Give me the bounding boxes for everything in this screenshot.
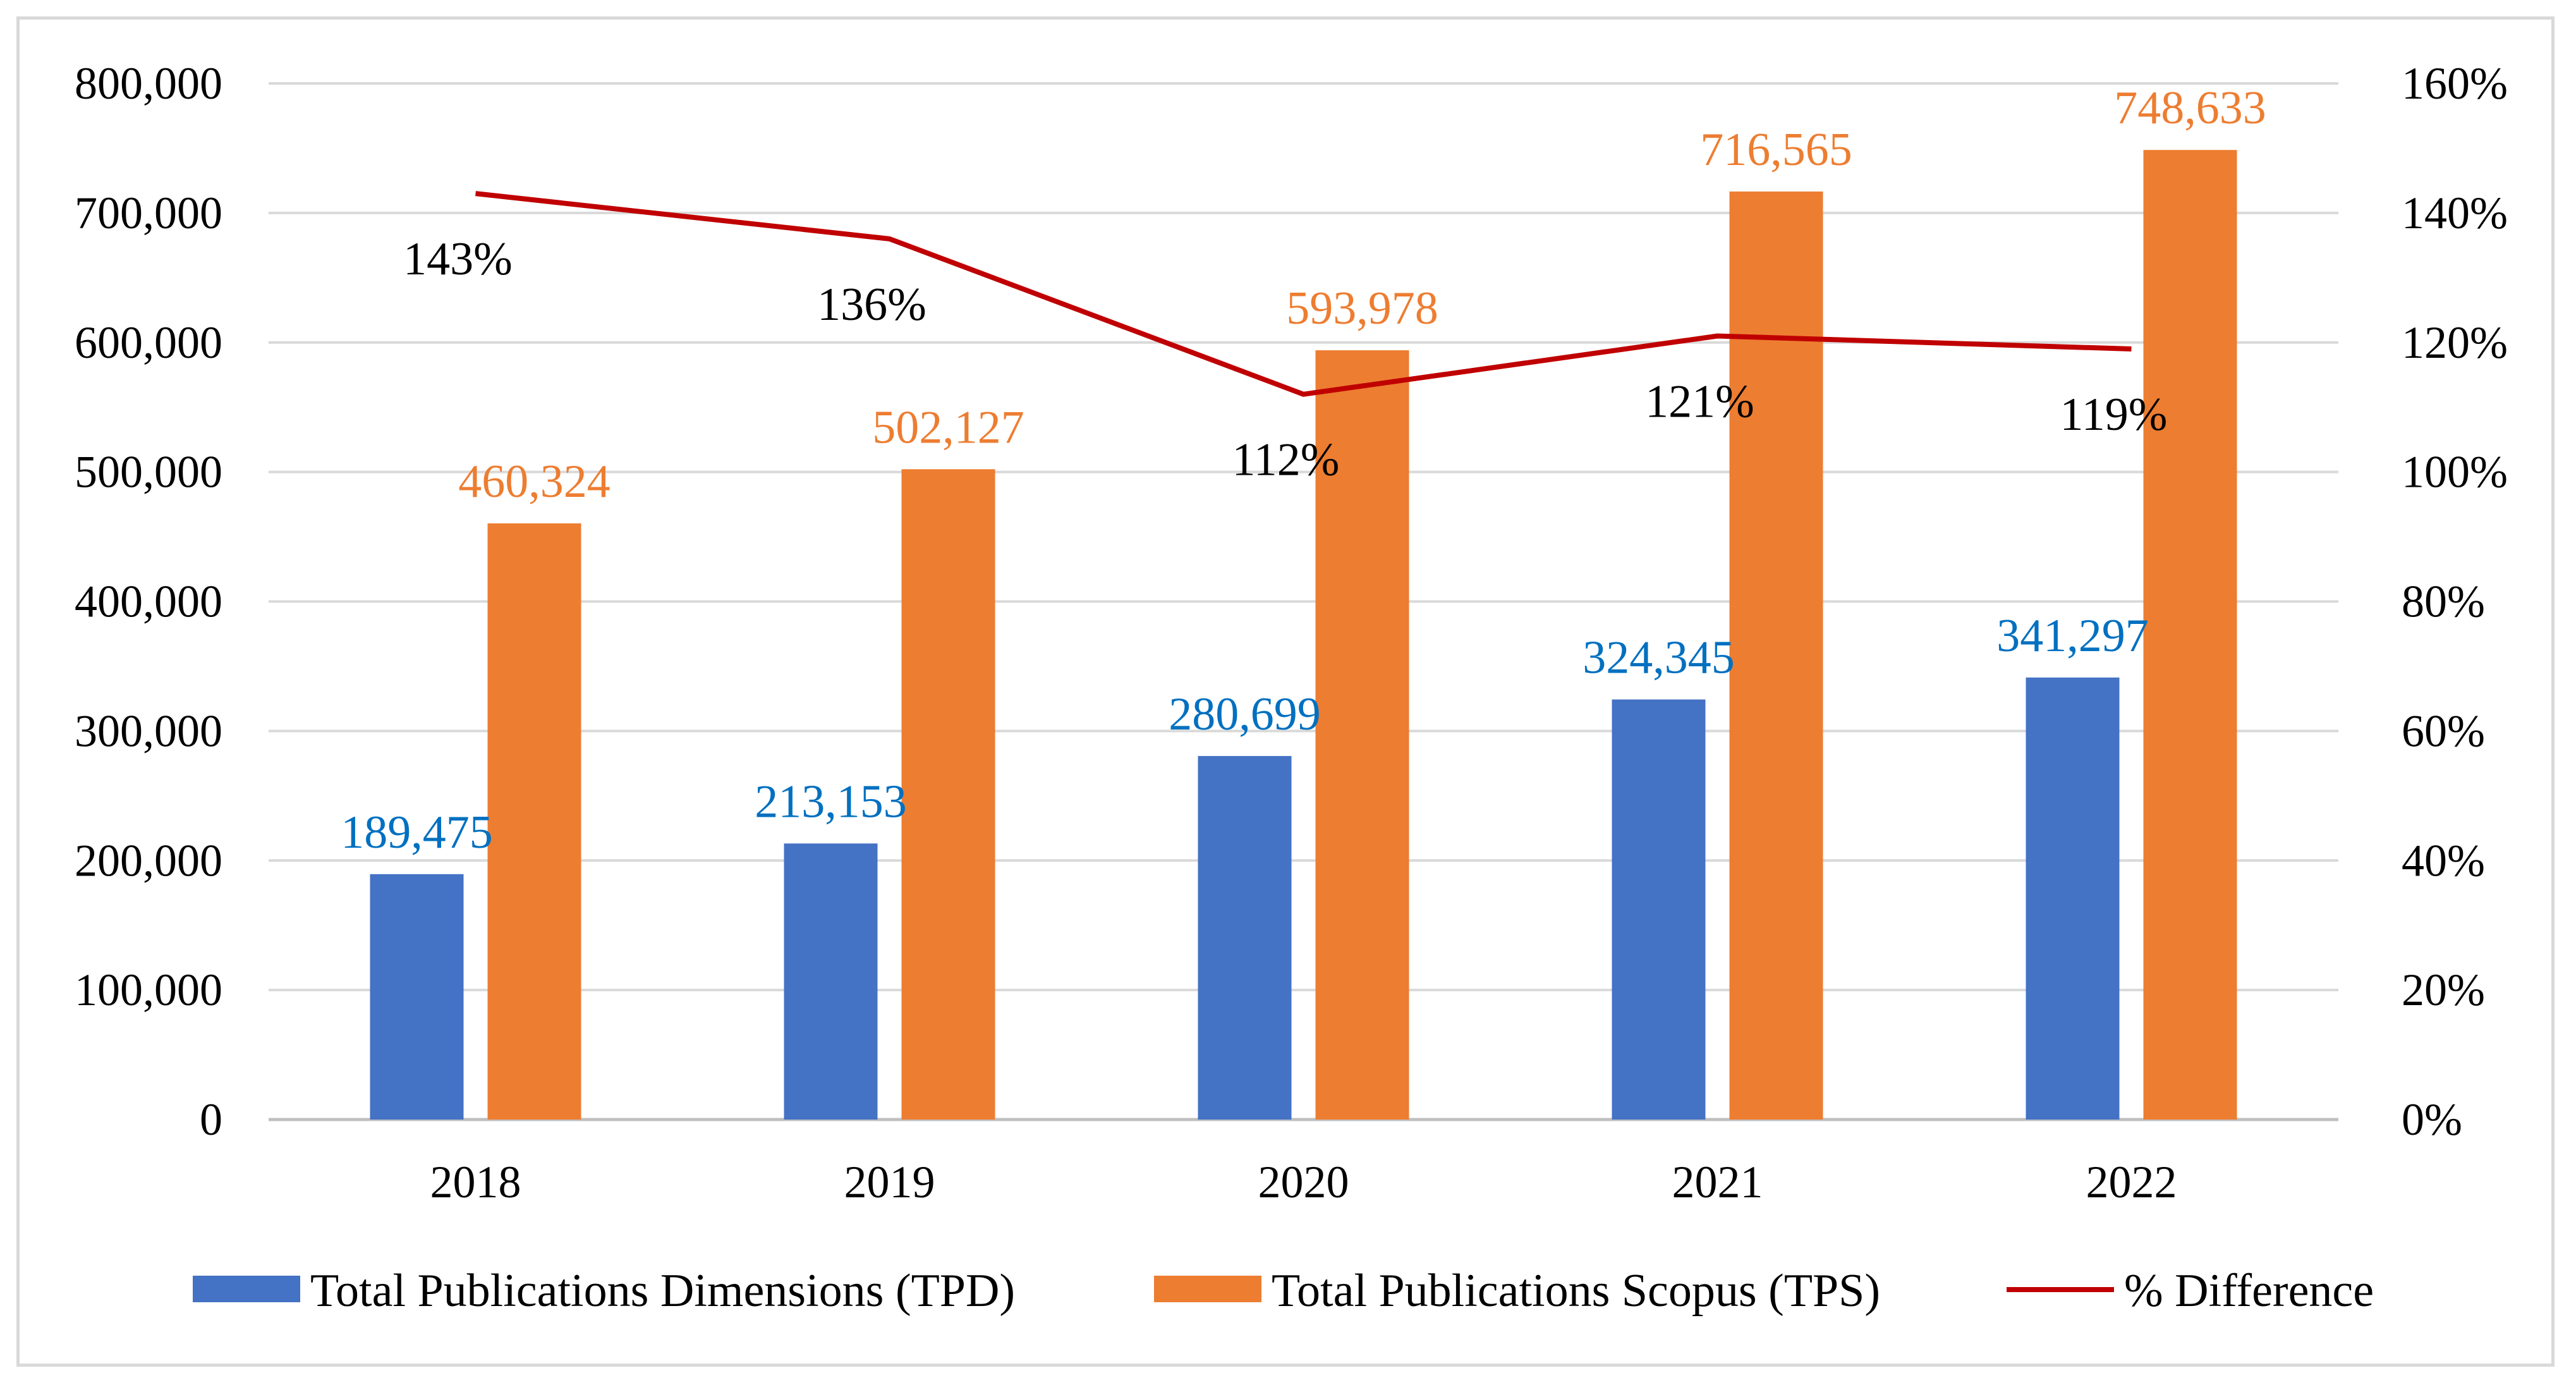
data-label-percent: 143% <box>403 233 513 285</box>
y-left-tick-label: 100,000 <box>75 965 222 1015</box>
chart-frame <box>16 16 2555 1367</box>
data-label-tps: 593,978 <box>1286 283 1438 334</box>
legend-swatch-tps <box>1154 1276 1261 1302</box>
legend-label: Total Publications Scopus (TPS) <box>1272 1265 1880 1317</box>
data-label-tps: 748,633 <box>2114 82 2266 134</box>
data-label-percent: 121% <box>1645 376 1754 428</box>
bar-tps <box>901 469 995 1120</box>
y-left-tick-label: 700,000 <box>75 188 222 238</box>
bars <box>370 150 2237 1120</box>
legend-swatch-tpd <box>193 1276 300 1302</box>
x-tick-label: 2018 <box>430 1157 521 1207</box>
x-tick-label: 2019 <box>844 1157 935 1207</box>
y-right-tick-label: 60% <box>2402 705 2485 756</box>
data-label-tps: 460,324 <box>458 456 611 508</box>
bar-tpd <box>1198 755 1292 1120</box>
y-right-tick-label: 40% <box>2402 835 2485 886</box>
percent-difference-line <box>475 191 2132 397</box>
data-label-tpd: 189,475 <box>341 807 493 858</box>
x-tick-label: 2020 <box>1258 1157 1349 1207</box>
legend: Total Publications Dimensions (TPD) Total… <box>193 1265 2374 1317</box>
data-label-tpd: 213,153 <box>755 776 907 827</box>
x-tick-label: 2021 <box>1672 1157 1763 1207</box>
data-label-tps: 502,127 <box>872 401 1024 453</box>
y-left-tick-label: 300,000 <box>75 705 222 756</box>
data-label-percent: 136% <box>817 279 927 331</box>
legend-label: Total Publications Dimensions (TPD) <box>310 1265 1015 1317</box>
data-label-tps: 716,565 <box>1700 124 1852 176</box>
bar-tpd <box>1612 699 1706 1120</box>
y-right-tick-label: 160% <box>2402 58 2508 109</box>
data-label-tpd: 324,345 <box>1583 632 1735 683</box>
y-right-tick-label: 20% <box>2402 965 2485 1015</box>
legend-label: % Difference <box>2124 1265 2374 1317</box>
bar-tps <box>1729 191 1823 1120</box>
y-left-tick-label: 0 <box>200 1094 222 1145</box>
bar-tpd <box>370 874 464 1120</box>
y-left-tick-label: 500,000 <box>75 447 222 498</box>
bar-tpd <box>784 843 878 1120</box>
y-left-tick-label: 400,000 <box>75 577 222 627</box>
y-left-tick-label: 600,000 <box>75 317 222 368</box>
y-right-tick-label: 100% <box>2402 447 2508 498</box>
y-right-tick-label: 80% <box>2402 577 2485 627</box>
axis-ticks: 0 100,000 200,000 300,000 400,000 500,000 600,… <box>75 58 2508 1207</box>
y-right-tick-label: 0% <box>2402 1094 2462 1145</box>
bar-tps <box>1315 350 1409 1120</box>
x-tick-label: 2022 <box>2086 1157 2177 1207</box>
data-label-percent: 112% <box>1232 434 1340 486</box>
data-label-tpd: 280,699 <box>1169 688 1321 740</box>
bar-tps <box>487 523 581 1120</box>
bar-tpd <box>2026 677 2120 1120</box>
data-label-percent: 119% <box>2060 389 2168 441</box>
y-left-tick-label: 800,000 <box>75 58 222 109</box>
bar-tps <box>2143 150 2237 1120</box>
data-labels: 189,475 460,324 213,153 502,127 280,699 593,9… <box>341 82 2266 858</box>
y-right-tick-label: 120% <box>2402 317 2508 368</box>
data-label-tpd: 341,297 <box>1996 610 2149 662</box>
line-path <box>475 191 2132 397</box>
y-left-tick-label: 200,000 <box>75 835 222 886</box>
y-right-tick-label: 140% <box>2402 188 2508 238</box>
